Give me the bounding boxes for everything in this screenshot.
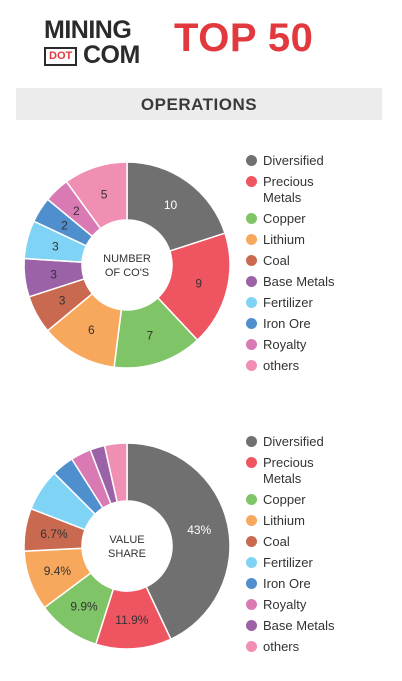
legend-swatch [246, 494, 257, 505]
donut-slice-diversified [126, 442, 231, 641]
data-label-lithium: 9.4% [44, 564, 72, 578]
legend-swatch [246, 213, 257, 224]
donut-center-label: VALUE [109, 534, 144, 546]
legend-label: Fertilizer [263, 555, 313, 570]
legend-swatch [246, 536, 257, 547]
legend-label: Lithium [263, 232, 305, 247]
legend-item-coal: Coal [246, 253, 396, 269]
legend-item-iron-ore: Iron Ore [246, 576, 396, 592]
data-label-royalty: 2 [73, 204, 80, 218]
legend-label: others [263, 358, 300, 373]
legend-item-lithium: Lithium [246, 232, 396, 248]
legend-label: Base Metals [263, 618, 335, 633]
legend-swatch [246, 318, 257, 329]
value-share-donut-chart: 43% 11.9% 9.9% 9.4% 6.7% VALUE SHARE [23, 442, 231, 650]
legend-swatch [246, 436, 257, 447]
legend-swatch [246, 620, 257, 631]
legend-label: Base Metals [263, 274, 335, 289]
donut-slice-others [103, 442, 128, 503]
legend-item-copper: Copper [246, 492, 396, 508]
data-label-copper: 7 [147, 328, 154, 342]
data-label-copper: 9.9% [70, 599, 98, 613]
legend-item-diversified: Diversified [246, 434, 396, 450]
legend-item-iron-ore: Iron Ore [246, 316, 396, 332]
legend-swatch [246, 339, 257, 350]
legend-item-fertilizer: Fertilizer [246, 555, 396, 571]
legend-item-others: others [246, 358, 396, 374]
logo-mining-text: MINING [44, 16, 132, 44]
data-label-diversified: 43% [187, 523, 211, 537]
legend-label: Diversified [263, 153, 324, 168]
legend-label: Copper [263, 211, 306, 226]
mining-com-logo: MINING DOT COM [44, 16, 156, 70]
legend-label: Coal [263, 534, 290, 549]
legend-label: Lithium [263, 513, 305, 528]
legend-swatch [246, 578, 257, 589]
legend-swatch [246, 641, 257, 652]
legend-item-others: others [246, 639, 396, 655]
legend-swatch [246, 297, 257, 308]
legend-item-diversified: Diversified [246, 153, 396, 169]
data-label-coal: 6.7% [40, 527, 68, 541]
donut-center-label: SHARE [108, 548, 146, 560]
legend-label: Royalty [263, 597, 307, 612]
legend-label: Precious Metals [263, 174, 314, 205]
legend-swatch [246, 255, 257, 266]
legend-label: Iron Ore [263, 576, 311, 591]
donut-slice-others [65, 161, 128, 230]
legend-item-precious-metals: Precious Metals [246, 174, 396, 206]
data-label-lithium: 6 [88, 323, 95, 337]
data-label-diversified: 10 [164, 198, 178, 212]
legend-label: Diversified [263, 434, 324, 449]
logo-dot-text: DOT [44, 47, 78, 66]
legend-item-base-metals: Base Metals [246, 274, 396, 290]
legend-item-coal: Coal [246, 534, 396, 550]
legend-swatch [246, 515, 257, 526]
legend-swatch [246, 457, 257, 468]
header: MINING DOT COM TOP 50 [0, 0, 402, 80]
value-share-legend: Diversified Precious Metals Copper Lithium C… [246, 434, 396, 660]
legend-swatch [246, 599, 257, 610]
data-label-base-metals: 3 [50, 267, 57, 281]
top-50-title: TOP 50 [174, 16, 314, 60]
legend-label: others [263, 639, 300, 654]
legend-item-lithium: Lithium [246, 513, 396, 529]
legend-swatch [246, 276, 257, 287]
donut-center-label: NUMBER [103, 253, 151, 265]
legend-label: Copper [263, 492, 306, 507]
data-label-precious-metals: 11.9% [115, 613, 148, 627]
legend-item-precious-metals: Precious Metals [246, 455, 396, 487]
legend-label: Precious Metals [263, 455, 314, 486]
legend-item-base-metals: Base Metals [246, 618, 396, 634]
data-label-coal: 3 [59, 294, 66, 308]
legend-swatch [246, 234, 257, 245]
legend-item-royalty: Royalty [246, 337, 396, 353]
legend-label: Iron Ore [263, 316, 311, 331]
number-of-companies-legend: Diversified Precious Metals Copper Lithium C… [246, 153, 396, 379]
legend-swatch [246, 176, 257, 187]
data-label-iron-ore: 2 [61, 218, 68, 232]
legend-swatch [246, 155, 257, 166]
section-title-operations: OPERATIONS [16, 88, 382, 120]
legend-item-copper: Copper [246, 211, 396, 227]
donut-center-label: OF CO'S [105, 267, 149, 279]
legend-label: Fertilizer [263, 295, 313, 310]
data-label-others: 5 [101, 188, 108, 202]
legend-item-royalty: Royalty [246, 597, 396, 613]
legend-swatch [246, 557, 257, 568]
legend-item-fertilizer: Fertilizer [246, 295, 396, 311]
donut-slice-diversified [126, 161, 226, 253]
data-label-precious-metals: 9 [195, 276, 202, 290]
legend-swatch [246, 360, 257, 371]
legend-label: Coal [263, 253, 290, 268]
logo-com-text: COM [83, 41, 140, 69]
legend-label: Royalty [263, 337, 307, 352]
data-label-fertilizer: 3 [52, 240, 59, 254]
